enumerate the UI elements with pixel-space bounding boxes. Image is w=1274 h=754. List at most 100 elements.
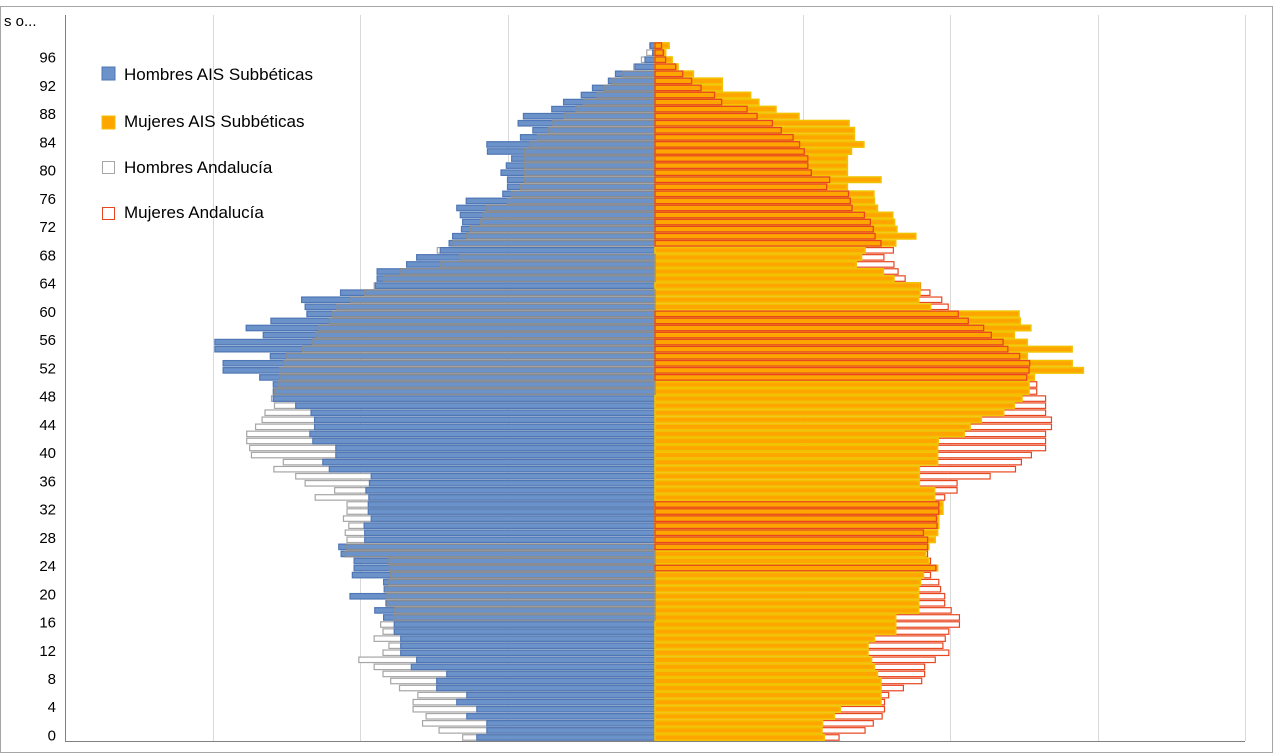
mujeres-andalucia-outline-age-87: [654, 119, 774, 127]
mujeres-ais-bar-age-59: [654, 317, 1022, 325]
mujeres-ais-bar-age-4: [654, 705, 842, 713]
mujeres-ais-bar-age-67: [654, 260, 857, 268]
y-tick-label: 32: [39, 502, 56, 519]
hombres-ais-bar-age-83: [486, 148, 656, 155]
mujeres-ais-bar-age-73: [654, 218, 896, 226]
mujeres-ais-bar-age-62: [654, 296, 920, 304]
mujeres-ais-bar-age-89: [654, 105, 777, 113]
hombres-ais-bar-age-89: [551, 105, 656, 113]
hombres-ais-bar-age-32: [367, 508, 656, 515]
mujeres-ais-bar-age-40: [654, 451, 939, 459]
hombres-ais-bar-age-86: [532, 126, 656, 134]
mujeres-ais-bar-age-43: [654, 430, 965, 438]
mujeres-ais-bar-age-28: [654, 536, 937, 544]
hombres-ais-bar-age-62: [300, 296, 656, 304]
hombres-andalucia-outline-age-17: [392, 614, 656, 621]
y-tick-label: 60: [39, 304, 56, 321]
mujeres-ais-bar-age-91: [654, 91, 752, 99]
hombres-ais-bar-age-47: [295, 402, 656, 409]
mujeres-andalucia-outline-age-95: [654, 63, 677, 71]
y-tick-label: 0: [48, 728, 56, 745]
mujeres-ais-bar-age-19: [654, 599, 920, 607]
mujeres-ais-bar-age-39: [654, 458, 939, 466]
mujeres-andalucia-outline-age-58: [654, 324, 985, 332]
y-tick-label: 4: [48, 699, 56, 716]
hombres-andalucia-outline-age-65: [382, 275, 656, 282]
hombres-andalucia-outline-age-18: [394, 607, 656, 614]
mujeres-ais-bar-age-16: [654, 620, 897, 629]
hombres-ais-bar-age-58: [245, 324, 656, 332]
hombres-andalucia-outline-age-66: [399, 268, 656, 275]
hombres-ais-bar-age-7: [436, 684, 656, 692]
hombres-ais-bar-age-27: [338, 543, 656, 551]
mujeres-ais-bar-age-27: [654, 543, 930, 551]
mujeres-andalucia-outline-age-97: [654, 49, 664, 57]
hombres-ais-bar-age-87: [517, 119, 656, 127]
mujeres-ais-bar-age-60: [654, 310, 1020, 318]
hombres-ais-bar-age-4: [476, 705, 656, 713]
mujeres-andalucia-outline-age-57: [654, 331, 992, 339]
hombres-ais-bar-age-85: [519, 134, 656, 141]
y-tick-label: 76: [39, 191, 56, 208]
hombres-ais-bar-age-74: [459, 211, 656, 219]
y-tick-label: 80: [39, 163, 56, 180]
hombres-andalucia-outline-age-50: [277, 381, 656, 388]
y-tick-label: 16: [39, 615, 56, 632]
y-tick-label: 12: [39, 643, 56, 660]
hombres-ais-bar-age-46: [310, 409, 656, 417]
mujeres-andalucia-outline-age-30: [654, 522, 938, 530]
hombres-ais-bar-age-88: [522, 112, 656, 120]
hombres-ais-bar-age-14: [400, 635, 656, 642]
mujeres-andalucia-outline-age-88: [654, 112, 758, 120]
legend-label-hombres-ais: Hombres AIS Subbéticas: [124, 65, 313, 84]
mujeres-andalucia-outline-age-79: [654, 176, 831, 184]
mujeres-andalucia-outline-age-83: [654, 148, 805, 155]
y-tick-label: 72: [39, 219, 56, 236]
mujeres-andalucia-outline-age-82: [654, 155, 809, 162]
hombres-ais-bar-age-50: [272, 381, 656, 388]
legend-label-mujeres-andalucia: Mujeres Andalucía: [124, 203, 264, 222]
y-tick-label: 24: [39, 558, 56, 575]
hombres-ais-bar-age-72: [460, 225, 656, 233]
legend-swatch-mujeres-ais: [101, 115, 116, 130]
hombres-ais-bar-age-13: [400, 642, 656, 650]
hombres-ais-bar-age-93: [607, 77, 656, 85]
hombres-andalucia-outline-age-22: [388, 578, 656, 586]
mujeres-ais-bar-age-21: [654, 585, 920, 593]
y-tick-label: 52: [39, 360, 56, 377]
hombres-ais-bar-age-67: [406, 261, 656, 268]
hombres-ais-bar-age-49: [272, 388, 656, 395]
mujeres-andalucia-outline-age-98: [654, 42, 663, 49]
mujeres-ais-bar-age-46: [654, 409, 1005, 417]
hombres-ais-bar-age-84: [486, 141, 656, 148]
mujeres-ais-bar-age-81: [654, 162, 849, 170]
hombres-ais-bar-age-33: [367, 501, 656, 508]
hombres-ais-bar-age-52: [222, 367, 656, 374]
mujeres-ais-bar-age-94: [654, 70, 695, 78]
hombres-ais-bar-age-36: [368, 479, 656, 487]
hombres-ais-bar-age-37: [370, 472, 656, 480]
mujeres-ais-bar-age-90: [654, 98, 760, 106]
mujeres-andalucia-outline-age-93: [654, 77, 693, 85]
mujeres-ais-bar-age-23: [654, 571, 925, 579]
hombres-andalucia-outline-age-62: [350, 296, 656, 304]
hombres-ais-bar-age-91: [580, 91, 656, 99]
hombres-ais-bar-age-1: [486, 727, 656, 734]
mujeres-ais-bar-age-52: [654, 366, 1085, 374]
mujeres-ais-bar-age-93: [654, 77, 724, 85]
mujeres-ais-bar-age-22: [654, 578, 922, 586]
hombres-andalucia-outline-age-49: [273, 388, 656, 395]
hombres-ais-bar-age-35: [365, 487, 656, 494]
legend-swatch-mujeres-andalucia: [102, 207, 115, 220]
hombres-ais-bar-age-78: [506, 183, 656, 191]
mujeres-andalucia-outline-age-86: [654, 126, 782, 134]
hombres-andalucia-outline-age-19: [386, 599, 656, 607]
mujeres-andalucia-outline-age-78: [654, 183, 828, 191]
mujeres-andalucia-outline-age-56: [654, 338, 1004, 346]
mujeres-ais-bar-age-71: [654, 232, 917, 240]
mujeres-ais-bar-age-63: [654, 289, 921, 297]
hombres-ais-bar-age-23: [351, 571, 656, 579]
hombres-ais-bar-age-24: [353, 564, 656, 572]
mujeres-ais-bar-age-26: [654, 550, 927, 558]
